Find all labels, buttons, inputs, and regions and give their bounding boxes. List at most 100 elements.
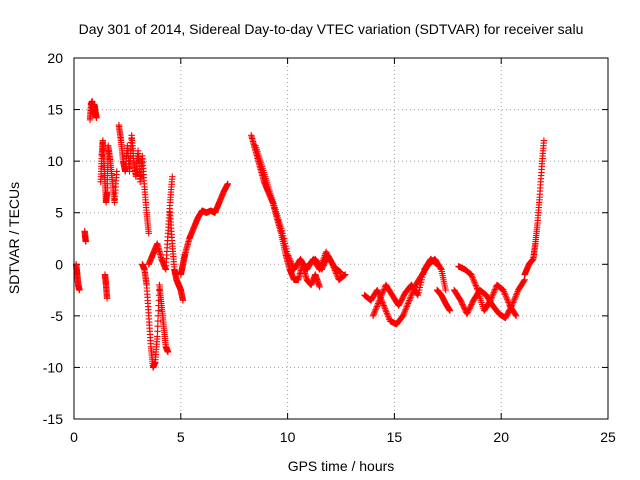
data-point	[337, 269, 345, 276]
data-point	[489, 292, 496, 299]
data-point	[437, 265, 444, 272]
data-point	[513, 289, 521, 297]
data-point	[505, 299, 512, 306]
y-tick-label: 5	[55, 205, 63, 221]
data-point	[408, 290, 416, 298]
data-point	[376, 297, 383, 304]
data-point	[402, 306, 409, 313]
data-point	[403, 303, 410, 310]
x-tick-label: 20	[493, 429, 509, 445]
data-point	[381, 303, 388, 311]
y-tick-labels: -15 -10 -5 0 5 10 15 20	[43, 50, 63, 427]
data-point	[504, 297, 512, 305]
data-point	[503, 296, 511, 303]
data-point	[433, 261, 441, 268]
data-point	[489, 290, 497, 298]
data-point	[374, 300, 382, 307]
data-point	[284, 250, 291, 258]
data-point	[370, 311, 377, 318]
data-point	[103, 295, 111, 302]
data-point	[473, 283, 480, 291]
data-point	[76, 286, 83, 294]
data-point	[381, 305, 389, 312]
chart-title: Day 301 of 2014, Sidereal Day-to-day VTE…	[79, 21, 584, 37]
data-point	[371, 309, 378, 316]
data-point	[491, 287, 498, 295]
data-points	[72, 98, 548, 371]
x-tick-labels: 0 5 10 15 20 25	[70, 429, 616, 445]
data-point	[407, 294, 414, 301]
data-point	[93, 114, 100, 122]
data-point	[406, 295, 414, 303]
data-point	[487, 297, 494, 304]
data-point	[500, 288, 508, 295]
data-point	[378, 292, 385, 299]
data-point	[342, 271, 349, 278]
x-axis-label: GPS time / hours	[288, 458, 395, 474]
data-point	[379, 289, 386, 296]
y-tick-label: 0	[55, 256, 63, 272]
data-point	[487, 295, 495, 303]
data-point	[472, 282, 479, 289]
data-point	[383, 310, 391, 317]
data-point	[503, 294, 510, 302]
data-point	[375, 298, 383, 306]
data-point	[288, 260, 295, 267]
data-point	[316, 283, 323, 291]
data-point	[406, 297, 413, 304]
data-point	[286, 255, 293, 262]
x-tick-label: 15	[387, 429, 403, 445]
axis-ticks	[73, 57, 609, 420]
x-tick-label: 25	[600, 429, 616, 445]
data-point	[380, 302, 387, 309]
x-tick-label: 0	[70, 429, 78, 445]
data-point	[512, 293, 519, 300]
data-point	[471, 279, 478, 286]
data-point	[164, 348, 172, 356]
data-point	[82, 238, 89, 245]
data-point	[520, 277, 528, 284]
y-tick-label: 15	[47, 102, 63, 118]
data-point	[502, 293, 510, 300]
data-point	[468, 271, 475, 278]
data-point	[373, 304, 380, 312]
data-point	[473, 285, 481, 292]
data-point	[378, 290, 386, 298]
x-tick-label: 5	[177, 429, 185, 445]
data-point	[401, 309, 408, 316]
data-point	[285, 252, 292, 259]
data-point	[382, 306, 389, 314]
data-point	[446, 307, 454, 314]
x-tick-label: 10	[280, 429, 296, 445]
data-point	[224, 180, 231, 188]
data-point	[490, 289, 497, 296]
y-tick-label: -10	[43, 359, 63, 375]
data-point	[408, 292, 415, 299]
data-point	[372, 306, 379, 313]
data-point	[333, 271, 341, 279]
data-point	[113, 168, 120, 175]
data-point	[373, 303, 381, 310]
data-point	[511, 294, 519, 302]
y-tick-label: 10	[47, 153, 63, 169]
data-point	[491, 286, 499, 293]
data-point	[179, 297, 187, 304]
data-point	[383, 308, 390, 315]
data-point	[502, 291, 509, 298]
data-point	[471, 280, 479, 288]
data-point	[501, 289, 508, 297]
data-point	[376, 295, 384, 303]
data-point	[385, 313, 392, 320]
data-point	[469, 274, 476, 281]
data-point	[400, 311, 407, 318]
data-point	[402, 304, 410, 312]
data-point	[470, 277, 478, 284]
y-tick-label: -15	[43, 411, 63, 427]
data-point	[371, 308, 379, 315]
data-point	[169, 173, 176, 180]
data-point	[385, 314, 393, 322]
data-point	[384, 311, 391, 319]
data-point	[512, 312, 520, 320]
data-point	[374, 301, 381, 309]
